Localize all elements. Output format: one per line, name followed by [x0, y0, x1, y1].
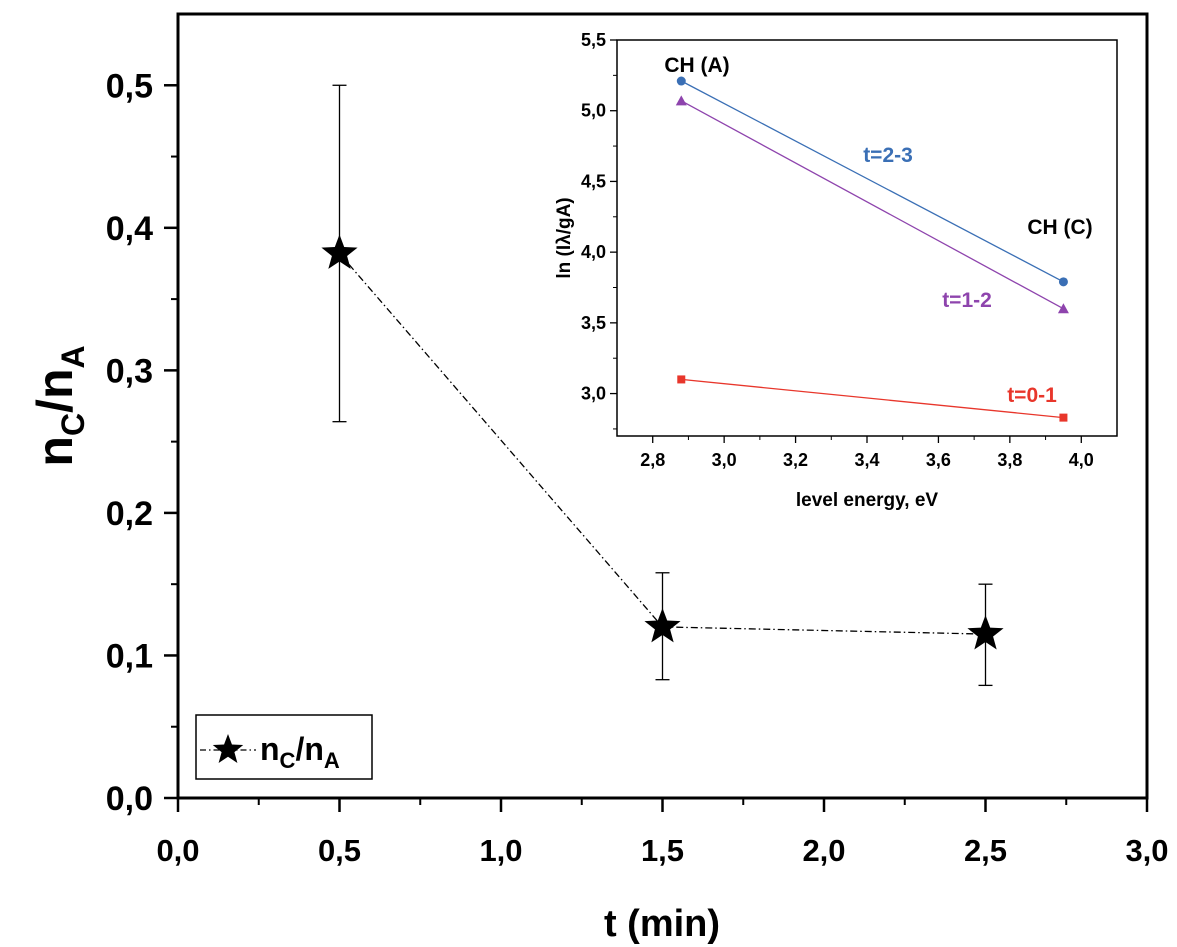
inset-plot-frame [616, 39, 1118, 437]
inset-x-axis-label: level energy, eV [796, 490, 939, 511]
inset-series [675, 76, 1069, 422]
inset-point-square [1059, 413, 1068, 422]
inset-x-tick-label: 3,2 [783, 450, 808, 470]
inset-y-tick-label: 5,5 [581, 30, 606, 50]
inset-series-line [680, 100, 1064, 310]
y-tick-label: 0,3 [106, 352, 153, 390]
inset-y-tick-label: 3,0 [581, 384, 606, 404]
inset-plot: 2,8 3,0 3,2 3,4 3,6 3,8 4,03,03,54,04,55,05,5 … [554, 30, 1118, 511]
inset-x-tick-label: 3,4 [854, 450, 879, 470]
legend-label-sub1: C [280, 748, 296, 773]
inset-annotation-ch-c: CH (C) [1027, 216, 1092, 239]
inset-x-tick-label: 2,8 [640, 450, 665, 470]
inset-point-circle [1058, 277, 1068, 287]
y-label-main: n [27, 436, 83, 467]
inset-x-tick-label: 3,0 [712, 450, 737, 470]
data-point-star [644, 607, 681, 643]
x-tick-label: 1,5 [641, 833, 684, 868]
inset-series-line [680, 80, 1064, 283]
y-tick-label: 0,2 [106, 495, 153, 533]
y-label-sub2: A [55, 345, 91, 368]
x-tick-label: 2,5 [964, 833, 1007, 868]
main-ticks: 0,0 0,5 1,0 1,5 2,0 2,5 3,0 0,0 0,1 0,2 0,3 0,4 0,5 [106, 67, 1169, 868]
inset-y-axis-label: ln (Iλ/gA) [554, 197, 575, 278]
legend: nC/nA [195, 714, 373, 780]
x-axis-label: t (min) [604, 903, 720, 945]
inset-ticks: 2,8 3,0 3,2 3,4 3,6 3,8 4,0 3,0 3,5 4,0 4,5 5,0 5,5 [581, 30, 1094, 470]
y-tick-label: 0,5 [106, 67, 153, 105]
legend-label: nC/nA [260, 731, 340, 773]
inset-x-tick-label: 3,6 [926, 450, 951, 470]
inset-y-tick-label: 4,0 [581, 242, 606, 262]
legend-star-marker [212, 734, 244, 763]
inset-series-line [681, 378, 1064, 419]
inset-series-label-t23: t=2-3 [863, 144, 913, 167]
inset-y-tick-label: 4,5 [581, 171, 606, 191]
x-tick-label: 0,5 [318, 833, 361, 868]
legend-label-slash: /n [295, 731, 323, 767]
y-label-sub1: C [55, 413, 91, 436]
main-series [321, 84, 1004, 687]
inset-x-tick-label: 3,8 [997, 450, 1022, 470]
inset-series-label-t01: t=0-1 [1007, 384, 1057, 407]
inset-series-label-t12: t=1-2 [942, 289, 992, 312]
inset-point-square [677, 375, 686, 384]
x-tick-label: 2,0 [802, 833, 845, 868]
y-label-slash: /n [27, 369, 83, 413]
main-plot: 0,0 0,5 1,0 1,5 2,0 2,5 3,00,00,10,20,30,40,5 … [27, 12, 1169, 945]
inset-x-tick-label: 4,0 [1069, 450, 1094, 470]
y-tick-label: 0,0 [106, 780, 153, 818]
inset-point-triangle [675, 95, 687, 106]
y-tick-label: 0,4 [106, 210, 153, 248]
legend-label-main: n [260, 731, 280, 767]
y-tick-label: 0,1 [106, 637, 153, 675]
inset-y-tick-label: 5,0 [581, 101, 606, 121]
inset-point-triangle [1057, 303, 1069, 314]
x-tick-label: 0,0 [156, 833, 199, 868]
inset-annotation-ch-a: CH (A) [664, 54, 729, 77]
inset-y-tick-label: 3,5 [581, 313, 606, 333]
x-tick-label: 1,0 [479, 833, 522, 868]
x-tick-label: 3,0 [1125, 833, 1168, 868]
y-axis-label: nC/nA [27, 345, 91, 466]
data-point-star [967, 615, 1004, 650]
legend-label-sub2: A [324, 748, 340, 773]
inset-point-circle [676, 76, 686, 86]
data-point-star [321, 234, 358, 269]
